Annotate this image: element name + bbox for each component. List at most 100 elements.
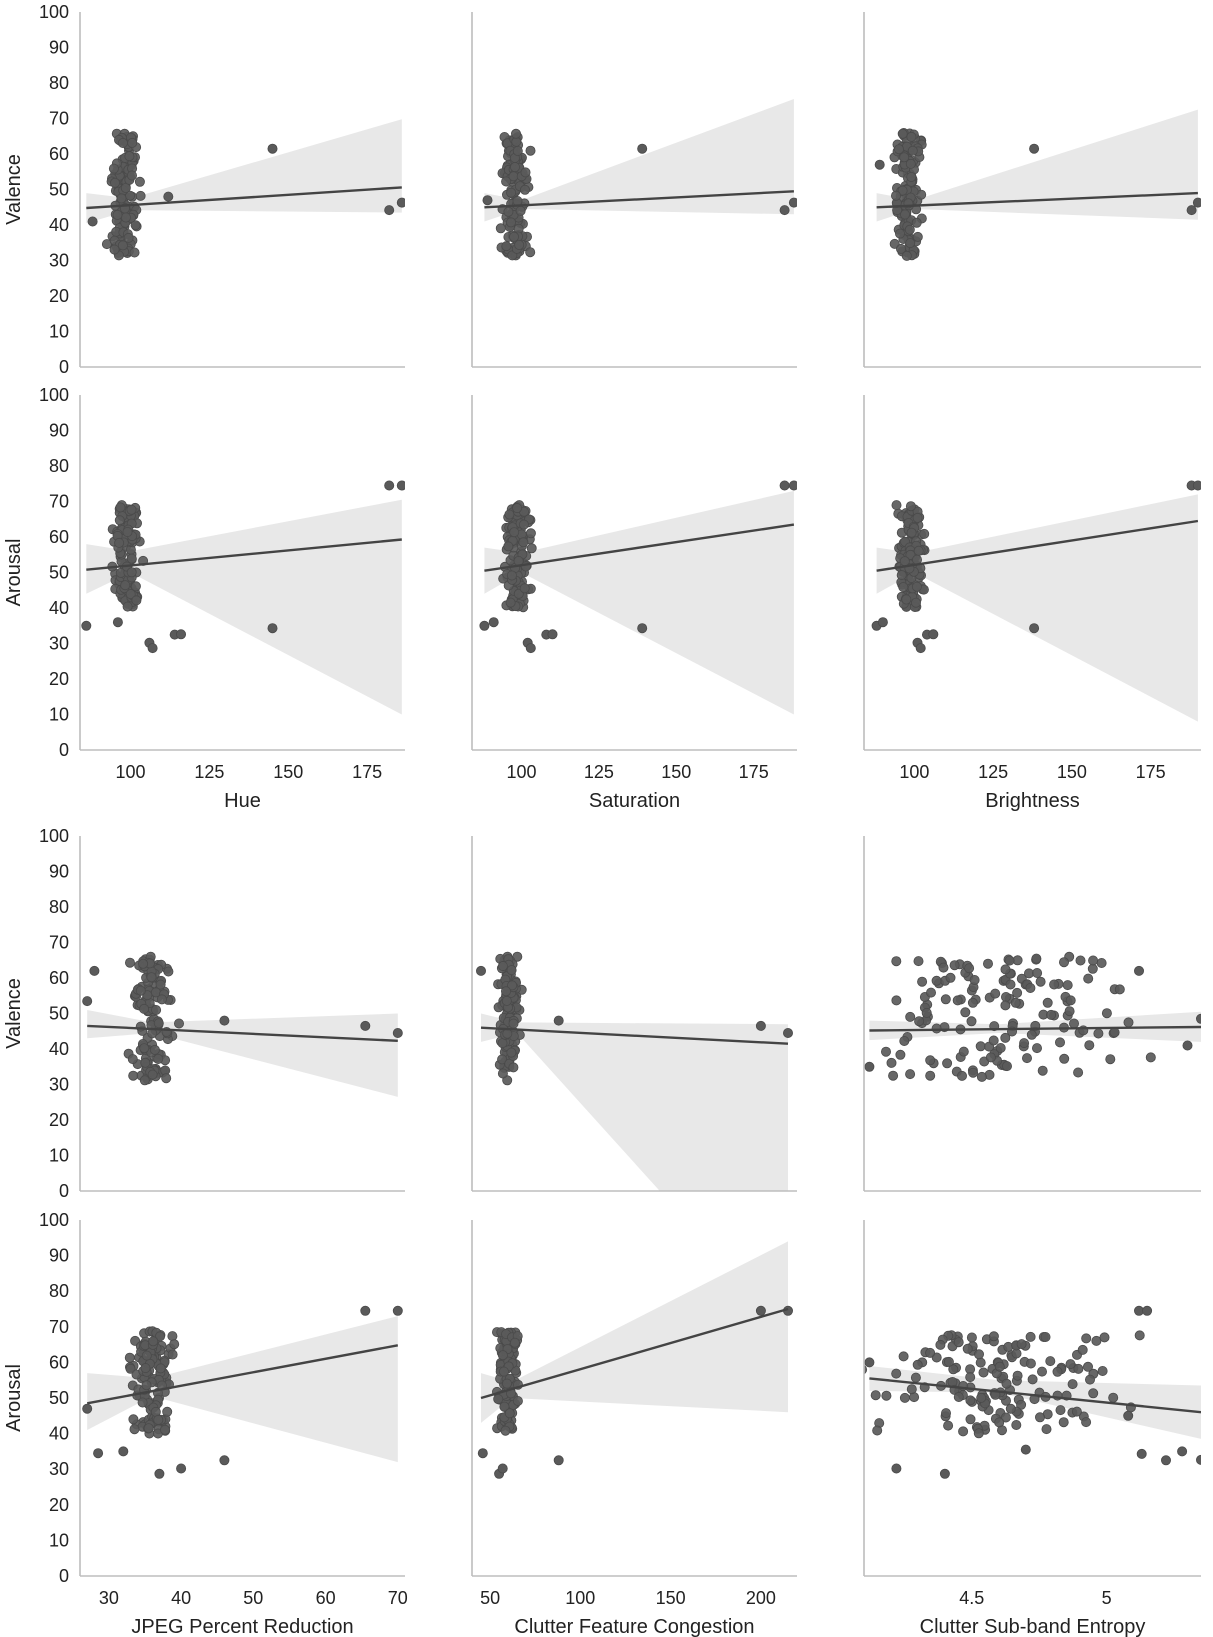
x-axis-title: Clutter Feature Congestion	[514, 1616, 754, 1637]
scatter-point	[396, 480, 405, 491]
y-tick-label: 50	[49, 1004, 69, 1024]
y-tick-label: 70	[49, 109, 69, 129]
scatter-point	[906, 527, 917, 538]
scatter-point	[128, 1070, 139, 1081]
scatter-point	[1073, 1363, 1084, 1374]
scatter-point	[520, 184, 531, 195]
scatter-point	[1001, 992, 1012, 1003]
x-tick-label: 125	[194, 762, 224, 782]
y-tick-label: 90	[49, 1246, 69, 1266]
scatter-point	[925, 1347, 936, 1358]
scatter-point	[82, 1403, 93, 1414]
scatter-point	[1123, 1410, 1134, 1421]
scatter-point	[126, 567, 137, 578]
scatter-points	[475, 951, 794, 1086]
y-tick-label: 40	[49, 1424, 69, 1444]
panel-arousal-hue: 0 10 20 30 40 50 60 70 80 90 100 100 125 150 175 Hue Aro…	[3, 385, 405, 812]
scatter-point	[960, 1007, 971, 1018]
y-tick-label: 50	[49, 180, 69, 200]
scatter-points	[874, 127, 1201, 261]
scatter-point	[493, 1394, 504, 1405]
scatter-point	[905, 238, 916, 249]
scatter-point	[156, 994, 167, 1005]
scatter-point	[891, 956, 902, 967]
x-axis-title: Clutter Sub-band Entropy	[920, 1616, 1146, 1637]
x-tick-label: 4.5	[959, 1588, 984, 1608]
scatter-point	[1192, 480, 1201, 491]
scatter-point	[1161, 1455, 1172, 1466]
scatter-point	[514, 239, 525, 250]
scatter-point	[497, 1054, 508, 1065]
scatter-point	[788, 197, 797, 208]
y-tick-label: 90	[49, 421, 69, 441]
scatter-point	[155, 979, 166, 990]
x-tick-label: 5	[1102, 1588, 1112, 1608]
scatter-point	[1134, 965, 1145, 976]
panel-arousal-clutter-se: 4.5 5 Clutter Sub-band Entropy	[863, 1220, 1201, 1637]
scatter-point	[141, 1350, 152, 1361]
scatter-point	[173, 1018, 184, 1029]
scatter-point	[1001, 1378, 1012, 1389]
scatter-point	[130, 581, 141, 592]
scatter-point	[901, 594, 912, 605]
scatter-point	[988, 1035, 999, 1046]
y-tick-label: 60	[49, 527, 69, 547]
y-tick-label: 80	[49, 73, 69, 93]
scatter-point	[894, 144, 905, 155]
x-tick-label: 50	[243, 1588, 263, 1608]
y-tick-label: 10	[49, 1530, 69, 1550]
scatter-point	[915, 643, 926, 654]
scatter-point	[1071, 1406, 1082, 1417]
scatter-point	[1142, 1305, 1153, 1316]
scatter-point	[1134, 1330, 1145, 1341]
x-tick-label: 100	[899, 762, 929, 782]
panel-arousal-jpeg: 0 10 20 30 40 50 60 70 80 90 100 30 40 50 60 70 JPEG Per…	[3, 1210, 408, 1637]
scatter-point	[139, 1043, 150, 1054]
scatter-point	[942, 1058, 953, 1069]
scatter-point	[891, 1368, 902, 1379]
scatter-point	[134, 176, 145, 187]
scatter-point	[912, 512, 923, 523]
scatter-point	[1032, 1043, 1043, 1054]
scatter-point	[503, 541, 514, 552]
scatter-point	[1196, 1013, 1201, 1024]
scatter-point	[895, 1049, 906, 1060]
scatter-point	[1097, 1366, 1108, 1377]
scatter-point	[506, 1047, 517, 1058]
x-tick-label: 150	[656, 1588, 686, 1608]
scatter-point	[975, 1357, 986, 1368]
y-tick-label: 100	[39, 826, 69, 846]
scatter-point	[1011, 1420, 1022, 1431]
scatter-point	[965, 1395, 976, 1406]
scatter-point	[500, 986, 511, 997]
scatter-point	[957, 1070, 968, 1081]
scatter-point	[1055, 1037, 1066, 1048]
regression-line	[869, 1025, 1201, 1032]
regression-line	[86, 186, 402, 210]
scatter-point	[124, 1352, 135, 1363]
panel-valence-saturation	[471, 12, 797, 368]
scatter-point	[1000, 1000, 1011, 1011]
scatter-point	[1186, 205, 1197, 216]
y-tick-label: 100	[39, 385, 69, 405]
x-tick-label: 100	[115, 762, 145, 782]
scatter-point	[117, 240, 128, 251]
scatter-point	[1081, 1333, 1092, 1344]
scatter-points	[87, 128, 405, 261]
scatter-point	[159, 1424, 170, 1435]
scatter-point	[1029, 143, 1040, 154]
scatter-point	[1040, 1332, 1051, 1343]
scatter-point	[1005, 979, 1016, 990]
scatter-point	[953, 1392, 964, 1403]
scatter-point	[1075, 955, 1086, 966]
scatter-point	[905, 1011, 916, 1022]
scatter-point	[118, 1446, 129, 1457]
scatter-point	[127, 137, 138, 148]
scatter-point	[872, 1425, 883, 1436]
scatter-point	[1010, 997, 1021, 1008]
scatter-point	[1083, 973, 1094, 984]
scatter-point	[501, 995, 512, 1006]
scatter-point	[507, 980, 518, 991]
x-tick-label: 175	[739, 762, 769, 782]
y-tick-label: 80	[49, 1281, 69, 1301]
